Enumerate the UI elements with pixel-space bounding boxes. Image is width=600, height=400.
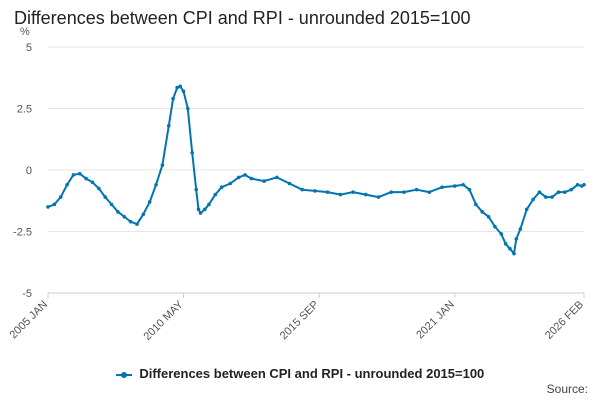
y-tick-label: 0 <box>26 165 32 177</box>
data-point[interactable] <box>325 190 330 194</box>
data-point[interactable] <box>46 205 50 209</box>
gridlines <box>48 46 584 294</box>
data-point[interactable] <box>512 251 516 256</box>
data-point[interactable] <box>71 173 76 177</box>
data-point[interactable] <box>171 96 175 101</box>
data-point[interactable] <box>414 187 419 192</box>
legend[interactable]: Differences between CPI and RPI - unroun… <box>0 366 600 381</box>
x-tick-label: 2026 FEB <box>543 299 586 342</box>
data-point[interactable] <box>128 219 133 224</box>
data-point[interactable] <box>90 180 95 185</box>
data-point[interactable] <box>103 195 108 199</box>
data-point[interactable] <box>363 192 368 197</box>
y-axis-unit-label: % <box>20 26 30 38</box>
data-point[interactable] <box>524 207 529 212</box>
legend-label: Differences between CPI and RPI - unroun… <box>139 366 485 381</box>
source-label: Source: <box>546 382 588 396</box>
data-point[interactable] <box>531 197 535 202</box>
x-tick-label: 2005 JAN <box>7 299 50 342</box>
data-point[interactable] <box>499 232 504 236</box>
x-tick-label: 2010 MAY <box>141 298 186 343</box>
data-point[interactable] <box>474 202 478 207</box>
data-point[interactable] <box>207 202 211 207</box>
data-point[interactable] <box>213 192 218 197</box>
x-tick-label: 2015 SEP <box>278 299 322 343</box>
x-tick-label: 2021 JAN <box>414 299 457 342</box>
plot-series <box>46 84 586 256</box>
data-point[interactable] <box>556 190 561 194</box>
data-point[interactable] <box>575 182 580 187</box>
data-point[interactable] <box>461 182 465 187</box>
data-point[interactable] <box>175 85 179 90</box>
series-line <box>47 85 585 255</box>
data-point[interactable] <box>313 189 317 193</box>
data-point[interactable] <box>77 171 82 176</box>
data-point[interactable] <box>550 195 554 199</box>
x-axis: 2005 JAN 2010 MAY 2015 SEP 2021 JAN 2026 FEB <box>7 292 586 343</box>
data-point[interactable] <box>427 190 432 194</box>
data-point[interactable] <box>262 179 266 183</box>
data-point[interactable] <box>135 222 139 226</box>
data-point[interactable] <box>198 211 203 215</box>
data-point[interactable] <box>109 202 114 207</box>
data-point[interactable] <box>486 214 491 219</box>
data-point[interactable] <box>58 195 63 199</box>
y-tick-label: 2.5 <box>17 104 32 116</box>
data-point[interactable] <box>154 182 158 187</box>
data-point[interactable] <box>563 190 567 194</box>
data-point[interactable] <box>219 185 224 190</box>
data-point[interactable] <box>178 84 183 89</box>
data-point[interactable] <box>582 182 586 187</box>
data-point[interactable] <box>236 175 241 180</box>
data-point[interactable] <box>166 123 171 128</box>
data-point[interactable] <box>402 190 406 194</box>
data-point[interactable] <box>351 190 355 194</box>
data-point[interactable] <box>287 181 292 186</box>
data-point[interactable] <box>376 195 381 199</box>
data-point[interactable] <box>116 210 120 214</box>
data-point[interactable] <box>160 163 165 167</box>
data-point[interactable] <box>243 173 247 177</box>
data-point[interactable] <box>338 192 343 197</box>
data-point[interactable] <box>196 207 201 212</box>
data-point[interactable] <box>300 187 305 192</box>
data-point[interactable] <box>65 182 69 187</box>
y-tick-label: -2.5 <box>13 227 32 239</box>
data-point[interactable] <box>97 186 101 191</box>
data-point[interactable] <box>181 89 186 94</box>
data-point[interactable] <box>141 212 146 217</box>
y-axis: % 5 2.5 0 -2.5 -5 <box>13 26 32 300</box>
data-point[interactable] <box>480 210 485 214</box>
chart-title: Differences between CPI and RPI - unroun… <box>14 8 471 28</box>
data-point[interactable] <box>190 150 194 155</box>
data-point[interactable] <box>203 207 207 212</box>
data-point[interactable] <box>440 185 444 190</box>
data-point[interactable] <box>503 242 508 246</box>
chart-area: % 5 2.5 0 -2.5 -5 2005 JAN 2010 MAY 2015 SEP 202… <box>7 26 586 343</box>
data-point[interactable] <box>122 214 127 219</box>
data-point[interactable] <box>194 187 199 192</box>
data-point[interactable] <box>389 190 394 194</box>
data-point[interactable] <box>569 187 574 192</box>
y-tick-label: -5 <box>22 288 32 300</box>
y-tick-label: 5 <box>26 42 32 54</box>
data-point[interactable] <box>543 195 548 199</box>
data-point[interactable] <box>508 246 512 251</box>
data-point[interactable] <box>52 202 57 207</box>
data-point[interactable] <box>518 227 523 231</box>
data-point[interactable] <box>186 106 190 111</box>
data-point[interactable] <box>147 200 152 204</box>
legend-line-marker-icon <box>115 370 132 380</box>
data-point[interactable] <box>228 181 233 186</box>
data-point[interactable] <box>275 175 279 180</box>
data-point[interactable] <box>493 224 497 229</box>
data-point[interactable] <box>452 184 457 188</box>
data-point[interactable] <box>467 187 472 192</box>
data-point[interactable] <box>84 176 88 181</box>
data-point[interactable] <box>537 190 542 194</box>
data-point[interactable] <box>249 176 254 181</box>
data-point[interactable] <box>514 237 519 241</box>
